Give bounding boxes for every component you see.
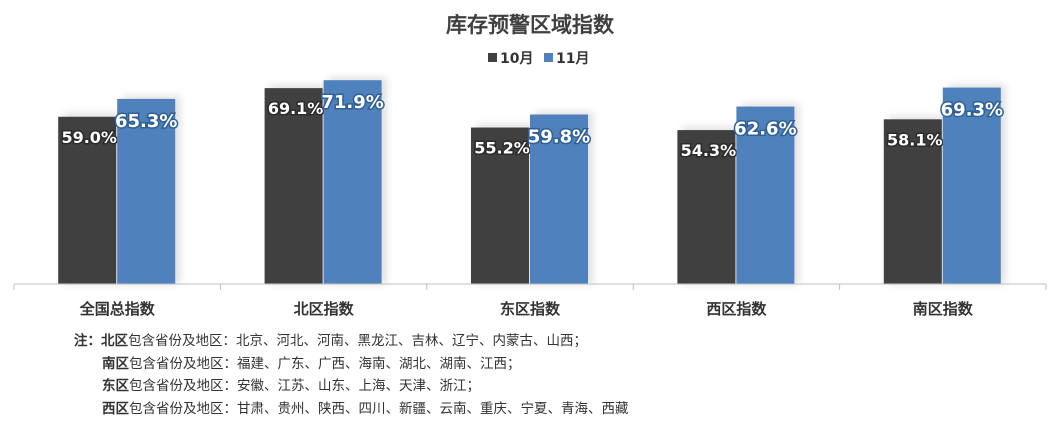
data-label: 71.9% <box>321 92 383 113</box>
category-label: 南区指数 <box>913 300 974 318</box>
bar-nov <box>942 87 1001 284</box>
data-label: 58.1% <box>887 130 943 149</box>
note-line-east: 东区包含省份及地区：安徽、江苏、山东、上海、天津、浙江； <box>74 375 629 398</box>
note-text: 包含省份及地区：甘肃、贵州、陕西、四川、新疆、云南、重庆、宁夏、青海、西藏 <box>129 400 629 417</box>
legend: 10月 11月 <box>488 51 589 67</box>
data-label: 59.8% <box>528 127 590 148</box>
note-prefix: 注： <box>74 333 101 349</box>
bar-oct <box>264 88 323 285</box>
bar-nov <box>323 80 382 284</box>
note-region: 西区 <box>102 400 129 417</box>
note-text: 包含省份及地区：安徽、江苏、山东、上海、天津、浙江； <box>129 378 480 394</box>
data-label: 54.3% <box>681 141 737 160</box>
data-label: 62.6% <box>734 119 796 140</box>
notes: 注：北区包含省份及地区：北京、河北、河南、黑龙江、吉林、辽宁、内蒙古、山西； 南… <box>74 330 629 420</box>
note-region: 南区 <box>102 355 129 372</box>
legend-swatch <box>544 53 553 62</box>
legend-label: 10月 <box>500 51 533 67</box>
bar-oct <box>58 116 117 284</box>
bar-oct <box>471 127 529 284</box>
bar-chart: 库存预警区域指数 10月 11月 59.0%65.3% 69.1%71.9% 55.2… <box>13 13 1047 318</box>
chart-title: 库存预警区域指数 <box>446 13 615 37</box>
legend-label: 11月 <box>556 51 589 67</box>
note-line-north: 注：北区包含省份及地区：北京、河北、河南、黑龙江、吉林、辽宁、内蒙古、山西； <box>74 330 629 353</box>
data-label: 55.2% <box>474 139 530 158</box>
data-label: 59.0% <box>61 128 117 147</box>
data-label: 69.3% <box>941 100 1003 121</box>
bar-nov <box>530 114 588 284</box>
data-label: 65.3% <box>115 111 177 132</box>
bars: 59.0%65.3% 69.1%71.9% 55.2%59.8% 54.3%62.6%… <box>58 77 1006 285</box>
note-line-west: 西区包含省份及地区：甘肃、贵州、陕西、四川、新疆、云南、重庆、宁夏、青海、西藏 <box>74 398 629 421</box>
note-region: 东区 <box>102 378 129 394</box>
note-line-south: 南区包含省份及地区：福建、广东、广西、海南、湖北、湖南、江西； <box>74 353 629 376</box>
data-label: 69.1% <box>268 99 324 118</box>
bar-nov <box>117 98 176 284</box>
category-label: 东区指数 <box>500 300 561 318</box>
category-label: 西区指数 <box>706 300 767 318</box>
category-label: 北区指数 <box>294 300 355 318</box>
bar-oct <box>883 119 942 284</box>
category-label: 全国总指数 <box>79 300 156 318</box>
note-region: 北区 <box>101 333 128 349</box>
x-axis: 全国总指数 北区指数 东区指数 西区指数 南区指数 <box>13 283 1047 318</box>
legend-swatch <box>488 53 497 62</box>
note-text: 包含省份及地区：北京、河北、河南、黑龙江、吉林、辽宁、内蒙古、山西； <box>128 333 587 349</box>
bar-nov <box>736 106 795 284</box>
note-text: 包含省份及地区：福建、广东、广西、海南、湖北、湖南、江西； <box>129 355 521 372</box>
bar-oct <box>677 130 736 284</box>
